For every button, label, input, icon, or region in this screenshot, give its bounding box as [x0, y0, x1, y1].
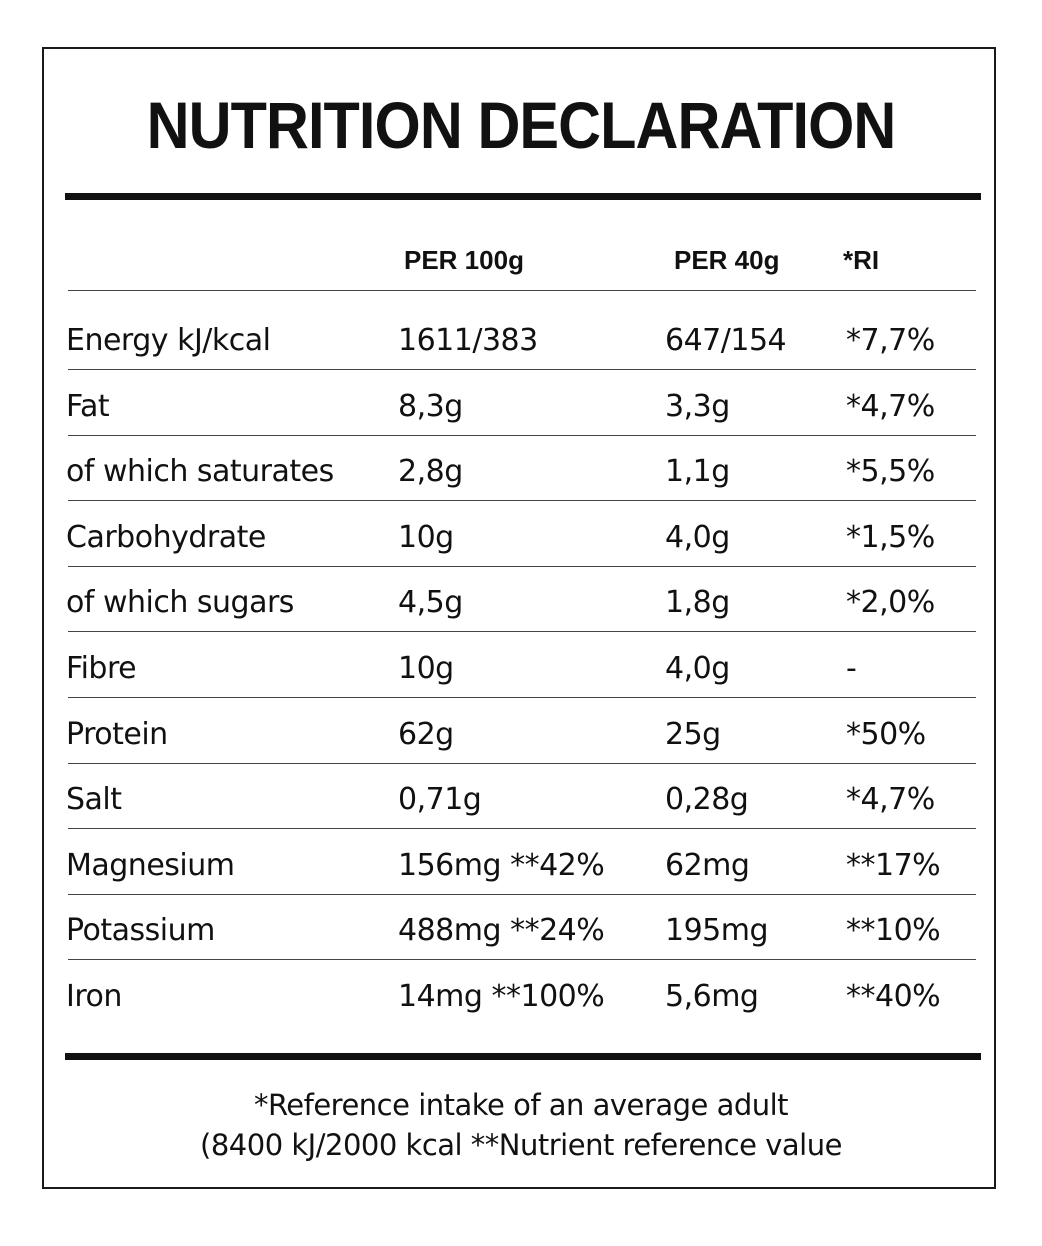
value-ri: *50%	[846, 716, 926, 752]
nutrient-name: Magnesium	[66, 847, 235, 883]
row-divider	[68, 959, 976, 960]
value-per-100g: 1611/383	[398, 323, 538, 358]
value-per-40g: 1,1g	[665, 454, 730, 490]
row-divider	[68, 763, 976, 764]
row-divider	[68, 369, 976, 370]
column-header-per-40g: PER 40g	[674, 245, 780, 275]
value-per-100g: 10g	[398, 519, 454, 555]
top-divider	[65, 193, 981, 200]
value-ri: *4,7%	[846, 388, 935, 424]
row-divider	[68, 435, 976, 436]
value-per-100g: 0,71g	[398, 782, 482, 818]
column-header-ri: *RI	[843, 245, 880, 275]
value-per-100g: 8,3g	[398, 388, 463, 424]
nutrient-name: Carbohydrate	[66, 519, 266, 555]
page-title: NUTRITION DECLARATION	[146, 88, 897, 162]
value-per-40g: 4,0g	[665, 519, 730, 555]
value-per-100g: 10g	[398, 651, 454, 686]
value-ri: -	[846, 651, 857, 686]
value-per-100g: 156mg **42%	[398, 847, 605, 883]
value-per-100g: 14mg **100%	[398, 979, 605, 1014]
value-ri: **10%	[846, 913, 941, 949]
value-per-100g: 488mg **24%	[398, 913, 605, 949]
value-ri: **17%	[846, 847, 941, 883]
row-divider	[68, 566, 976, 567]
header-divider	[68, 290, 976, 291]
value-ri: **40%	[846, 979, 941, 1014]
nutrient-name: Iron	[66, 979, 122, 1014]
nutrient-name: Salt	[66, 782, 122, 818]
value-per-40g: 25g	[665, 716, 721, 752]
row-divider	[68, 828, 976, 829]
value-per-40g: 62mg	[665, 847, 750, 883]
nutrient-name: Protein	[66, 716, 168, 752]
value-ri: *5,5%	[846, 454, 935, 490]
value-per-40g: 3,3g	[665, 388, 730, 424]
value-ri: *7,7%	[846, 323, 935, 358]
row-divider	[68, 697, 976, 698]
value-per-40g: 647/154	[665, 323, 787, 358]
nutrient-name: of which saturates	[66, 454, 334, 490]
nutrient-name: Fat	[66, 388, 110, 424]
bottom-divider	[65, 1053, 981, 1060]
value-per-100g: 4,5g	[398, 585, 463, 621]
row-divider	[68, 500, 976, 501]
value-per-40g: 0,28g	[665, 782, 749, 818]
value-ri: *4,7%	[846, 782, 935, 818]
nutrient-name: Fibre	[66, 651, 137, 686]
row-divider	[68, 894, 976, 895]
label-frame	[42, 47, 996, 1189]
value-per-100g: 2,8g	[398, 454, 463, 490]
row-divider	[68, 631, 976, 632]
footnote-line-1: *Reference intake of an average adult	[253, 1088, 789, 1122]
value-per-40g: 195mg	[665, 913, 769, 949]
value-ri: *2,0%	[846, 585, 935, 621]
value-per-40g: 5,6mg	[665, 979, 759, 1014]
value-per-40g: 4,0g	[665, 651, 730, 686]
value-per-100g: 62g	[398, 716, 454, 752]
nutrient-name: Potassium	[66, 913, 215, 949]
footnote-line-2: (8400 kJ/2000 kcal **Nutrient reference …	[200, 1128, 842, 1162]
value-ri: *1,5%	[846, 519, 935, 555]
nutrient-name: of which sugars	[66, 585, 294, 621]
value-per-40g: 1,8g	[665, 585, 730, 621]
column-header-per-100g: PER 100g	[404, 245, 524, 275]
nutrient-name: Energy kJ/kcal	[66, 323, 271, 358]
